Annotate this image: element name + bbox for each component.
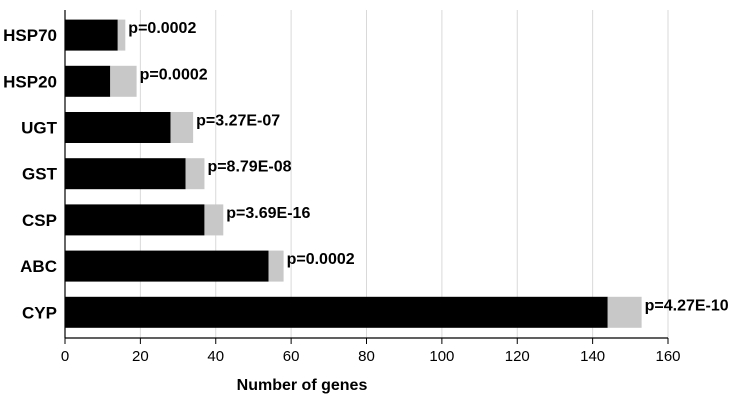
bar-segment-light bbox=[607, 296, 642, 328]
category-labels: HSP70 HSP20 UGT GST CSP ABC CYP bbox=[3, 26, 57, 322]
category-label: ABC bbox=[20, 257, 57, 276]
x-tick-label: 80 bbox=[358, 348, 375, 365]
bar-segment-dark bbox=[65, 296, 608, 328]
bar-segment-dark bbox=[65, 19, 118, 51]
bar-segment-dark bbox=[65, 112, 171, 143]
bar-segment-light bbox=[268, 250, 284, 282]
bar-segment-dark bbox=[65, 204, 205, 236]
bar-segment-dark bbox=[65, 65, 111, 97]
x-axis-title: Number of genes bbox=[237, 377, 368, 394]
p-value-label: p=0.0002 bbox=[128, 20, 196, 37]
x-tick-label: 40 bbox=[207, 348, 224, 365]
x-tick-label: 20 bbox=[132, 348, 149, 365]
x-tick-label: 0 bbox=[61, 348, 69, 365]
x-tick-label: 140 bbox=[580, 348, 605, 365]
grid-lines bbox=[139, 10, 669, 338]
p-value-label: p=8.79E-08 bbox=[207, 159, 291, 176]
bar-segment-light bbox=[117, 19, 126, 51]
category-label: UGT bbox=[21, 119, 58, 138]
p-value-label: p=0.0002 bbox=[140, 66, 208, 83]
category-label: CSP bbox=[22, 211, 57, 230]
p-value-labels: p=0.0002 p=0.0002 p=3.27E-07 p=8.79E-08 p=3.… bbox=[128, 20, 728, 314]
x-tick-label: 100 bbox=[429, 348, 454, 365]
bars bbox=[65, 19, 642, 328]
bar-segment-dark bbox=[65, 250, 269, 282]
category-label: HSP70 bbox=[3, 26, 57, 45]
p-value-label: p=3.69E-16 bbox=[226, 205, 310, 222]
bar-segment-dark bbox=[65, 158, 186, 190]
x-tick-label: 160 bbox=[655, 348, 680, 365]
category-label: HSP20 bbox=[3, 72, 57, 91]
x-tick-label: 120 bbox=[505, 348, 530, 365]
category-label: CYP bbox=[22, 303, 57, 322]
x-tick-label: 60 bbox=[283, 348, 300, 365]
bar-segment-light bbox=[204, 204, 224, 236]
p-value-label: p=4.27E-10 bbox=[645, 297, 729, 314]
x-ticks: 0 20 40 60 80 100 120 140 160 bbox=[61, 338, 681, 365]
category-label: GST bbox=[22, 165, 58, 184]
bar-segment-light bbox=[185, 158, 205, 190]
p-value-label: p=0.0002 bbox=[287, 251, 355, 268]
p-value-label: p=3.27E-07 bbox=[196, 113, 280, 130]
bar-segment-light bbox=[110, 65, 137, 97]
bar-segment-light bbox=[170, 112, 194, 143]
